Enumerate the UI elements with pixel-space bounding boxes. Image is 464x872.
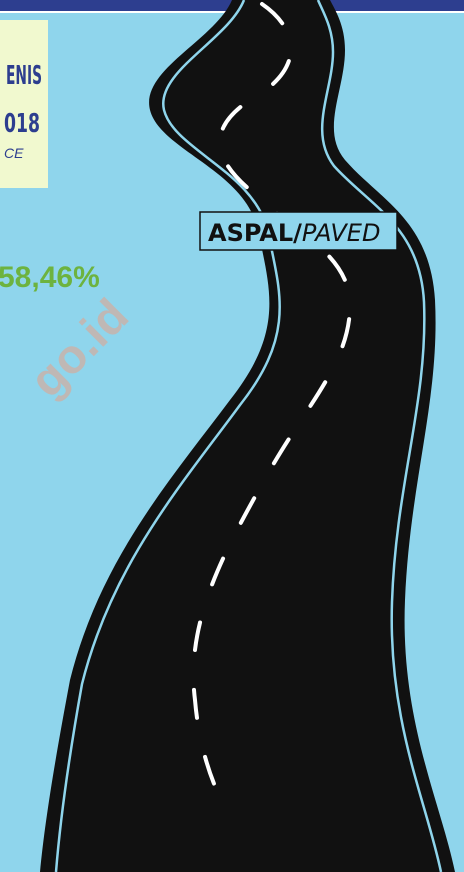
info-box [0,20,48,188]
label-text: ASPAL/PAVED [208,219,380,247]
infographic: ENIS 018 CE go.id ASPAL/PAVED 58,46% [0,0,464,872]
page: ENIS 018 CE go.id ASPAL/PAVED 58,46% (()… [0,0,464,872]
info-line: ENIS [6,61,42,91]
label-italic: PAVED [302,219,381,247]
label-main: ASPAL/ [208,219,302,247]
info-line: CE [4,145,24,161]
percent: 58,46% [0,261,100,294]
info-line: 018 [4,109,40,139]
